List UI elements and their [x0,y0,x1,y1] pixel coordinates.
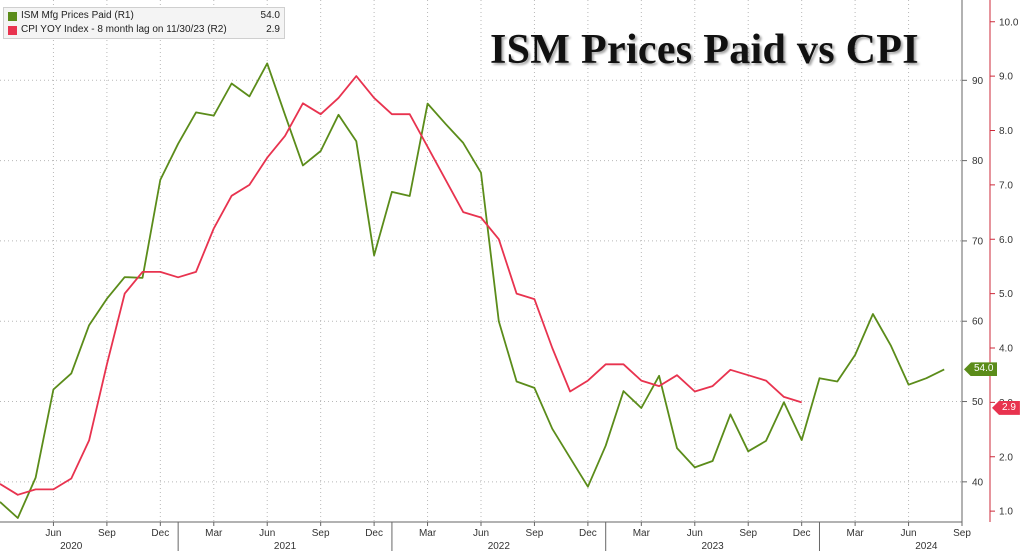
year-label: 2021 [274,541,297,551]
r2-tick-label: 5.0 [999,289,1013,300]
r1-tick-label: 80 [972,156,984,167]
x-tick-label: Mar [419,528,437,539]
right-axis-2: 1.02.03.04.05.06.07.08.09.010.0 [989,0,1019,522]
r1-tick-label: 90 [972,76,984,87]
x-tick-label: Sep [739,528,757,539]
r2-tick-label: 1.0 [999,507,1013,518]
legend-swatch-ism [8,11,17,21]
x-axis: Jun Sep Dec Mar Jun Sep Dec Mar Jun Sep Dec Mar Jun S… [0,521,971,551]
x-tick-label: Sep [312,528,330,539]
x-tick-label: Dec [793,528,811,539]
legend: ISM Mfg Prices Paid (R1) 54.0 CPI YOY In… [3,7,285,39]
x-tick-label: Sep [953,528,971,539]
right-axis-1: 40 50 60 70 80 90 [961,0,984,522]
x-tick-label: Jun [259,528,275,539]
r2-tick-label: 8.0 [999,126,1013,137]
r2-tick-label: 10.0 [999,17,1019,28]
x-tick-label: Dec [151,528,169,539]
x-tick-label: Sep [98,528,116,539]
r2-tick-label: 6.0 [999,235,1013,246]
grid [0,0,963,522]
r1-tick-label: 50 [972,397,984,408]
legend-label-ism: ISM Mfg Prices Paid (R1) [21,10,134,21]
r2-tick-label: 7.0 [999,180,1013,191]
legend-swatch-cpi [8,25,17,35]
chart-title: ISM Prices Paid vs CPI [490,27,919,73]
series-line-cpi [0,75,802,496]
year-label: 2022 [488,541,511,551]
x-tick-label: Sep [526,528,544,539]
x-tick-label: Jun [900,528,916,539]
x-tick-label: Jun [687,528,703,539]
year-label: 2020 [60,541,83,551]
last-value-tag-cpi: 2.9 [992,400,1020,415]
x-tick-label: Jun [45,528,61,539]
r2-tick-label: 9.0 [999,72,1013,83]
x-tick-label: Jun [473,528,489,539]
legend-label-cpi: CPI YOY Index - 8 month lag on 11/30/23 … [21,24,227,35]
r1-tick-label: 70 [972,236,984,247]
series-line-ism [0,62,945,519]
year-label: 2023 [701,541,724,551]
x-tick-label: Dec [579,528,597,539]
last-value-tag-ism: 54.0 [964,362,998,377]
legend-item-cpi: CPI YOY Index - 8 month lag on 11/30/23 … [8,23,280,37]
r2-tick-label: 2.0 [999,452,1013,463]
x-tick-label: Mar [205,528,223,539]
series [0,62,945,519]
r1-tick-label: 60 [972,317,984,328]
x-tick-label: Mar [846,528,864,539]
r1-tick-label: 40 [972,477,984,488]
x-tick-label: Dec [365,528,383,539]
r2-tick-label: 4.0 [999,344,1013,355]
year-label: 2024 [915,541,938,551]
legend-value-ism: 54.0 [260,10,280,21]
legend-item-ism: ISM Mfg Prices Paid (R1) 54.0 [8,9,280,23]
legend-value-cpi: 2.9 [266,24,280,35]
x-tick-label: Mar [633,528,651,539]
